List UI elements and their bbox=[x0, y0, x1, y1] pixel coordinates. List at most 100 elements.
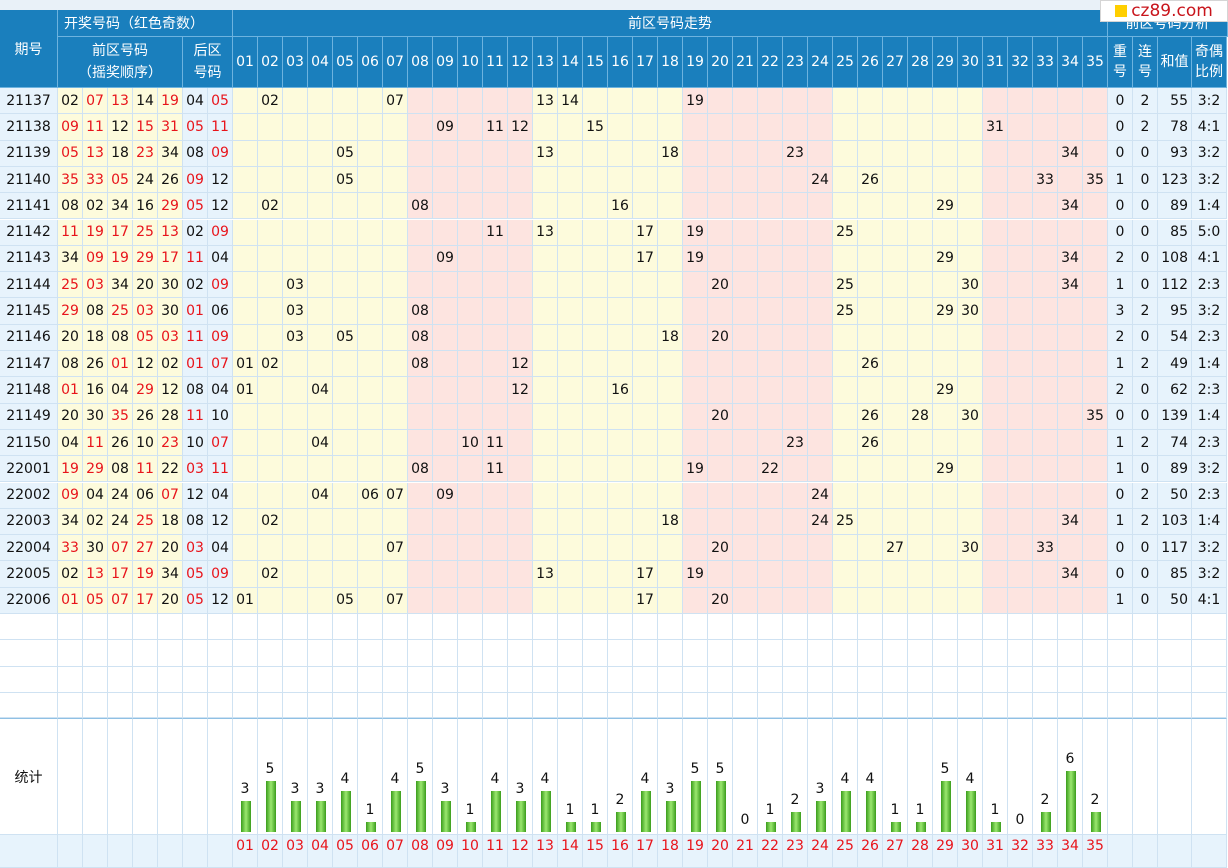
front-number-cell: 13 bbox=[83, 140, 108, 167]
trend-cell bbox=[1033, 482, 1058, 509]
footer-cell bbox=[1192, 835, 1227, 868]
trend-cell bbox=[633, 456, 658, 483]
trend-column-header: 33 bbox=[1033, 37, 1058, 88]
sum-cell: 49 bbox=[1158, 351, 1192, 378]
empty-cell bbox=[133, 692, 158, 718]
trend-hit-cell: 04 bbox=[308, 377, 333, 404]
empty-cell bbox=[583, 666, 608, 693]
trend-cell bbox=[308, 403, 333, 430]
trend-hit-cell: 08 bbox=[408, 324, 433, 351]
trend-cell bbox=[783, 535, 808, 562]
period-cell: 22002 bbox=[0, 482, 58, 509]
trend-cell bbox=[683, 377, 708, 404]
empty-cell bbox=[633, 640, 658, 667]
empty-cell bbox=[758, 640, 783, 667]
trend-hit-cell: 07 bbox=[383, 535, 408, 562]
frequency-bar bbox=[966, 791, 976, 832]
trend-cell bbox=[333, 482, 358, 509]
trend-column-header: 05 bbox=[333, 37, 358, 88]
empty-cell bbox=[933, 640, 958, 667]
trend-column-header: 09 bbox=[433, 37, 458, 88]
trend-cell bbox=[683, 166, 708, 194]
back-number-cell: 09 bbox=[208, 272, 233, 299]
footer-number-label: 18 bbox=[658, 835, 683, 868]
trend-hit-cell: 34 bbox=[1058, 245, 1083, 273]
trend-cell bbox=[408, 245, 433, 273]
trend-cell bbox=[833, 245, 858, 273]
trend-cell bbox=[258, 377, 283, 404]
repeat-cell: 1 bbox=[1108, 166, 1133, 194]
empty-cell bbox=[1108, 692, 1133, 718]
trend-cell bbox=[383, 140, 408, 167]
empty-cell bbox=[608, 666, 633, 693]
trend-cell bbox=[433, 88, 458, 115]
trend-cell bbox=[583, 482, 608, 509]
trend-cell bbox=[1058, 324, 1083, 351]
trend-cell bbox=[233, 140, 258, 167]
trend-cell bbox=[858, 324, 883, 351]
trend-cell bbox=[233, 535, 258, 562]
empty-cell bbox=[558, 614, 583, 641]
trend-hit-cell: 29 bbox=[933, 245, 958, 273]
trend-cell bbox=[733, 298, 758, 325]
empty-cell bbox=[433, 666, 458, 693]
trend-cell bbox=[658, 429, 683, 457]
empty-cell bbox=[408, 692, 433, 718]
trend-cell bbox=[608, 429, 633, 457]
trend-cell bbox=[233, 403, 258, 430]
front-number-cell: 02 bbox=[158, 351, 183, 378]
trend-cell bbox=[783, 482, 808, 509]
trend-cell bbox=[558, 166, 583, 194]
watermark[interactable]: cz89.com bbox=[1100, 0, 1228, 22]
frequency-value-label: 1 bbox=[765, 801, 775, 818]
back-number-cell: 05 bbox=[183, 114, 208, 141]
empty-cell bbox=[508, 666, 533, 693]
trend-cell bbox=[858, 561, 883, 588]
front-label-line1: 前区号码 bbox=[92, 43, 148, 59]
trend-cell bbox=[858, 298, 883, 325]
empty-cell bbox=[183, 666, 208, 693]
trend-hit-cell: 08 bbox=[408, 193, 433, 220]
trend-hit-cell: 31 bbox=[983, 114, 1008, 141]
trend-cell bbox=[608, 482, 633, 509]
empty-cell bbox=[783, 666, 808, 693]
trend-cell bbox=[308, 193, 333, 220]
trend-cell bbox=[858, 456, 883, 483]
trend-cell bbox=[233, 508, 258, 536]
front-number-cell: 26 bbox=[133, 403, 158, 430]
trend-cell bbox=[833, 193, 858, 220]
trend-cell bbox=[833, 114, 858, 141]
trend-cell bbox=[933, 324, 958, 351]
frequency-value-label: 5 bbox=[940, 761, 950, 777]
trend-cell bbox=[858, 377, 883, 404]
trend-cell bbox=[433, 508, 458, 536]
trend-cell bbox=[458, 561, 483, 588]
trend-cell bbox=[508, 535, 533, 562]
trend-cell bbox=[408, 587, 433, 614]
repeat-cell: 1 bbox=[1108, 429, 1133, 457]
trend-cell bbox=[658, 535, 683, 562]
stats-column bbox=[658, 718, 683, 835]
trend-cell bbox=[908, 166, 933, 194]
front-number-cell: 06 bbox=[133, 482, 158, 509]
trend-hit-cell: 11 bbox=[483, 429, 508, 457]
trend-cell bbox=[283, 456, 308, 483]
empty-cell bbox=[233, 614, 258, 641]
trend-hit-cell: 01 bbox=[233, 377, 258, 404]
trend-cell bbox=[908, 140, 933, 167]
front-number-cell: 24 bbox=[133, 166, 158, 194]
trend-cell bbox=[883, 166, 908, 194]
draw-numbers-header: 开奖号码（红色奇数） bbox=[58, 10, 233, 37]
frequency-value-label: 1 bbox=[590, 801, 600, 818]
back-number-cell: 11 bbox=[183, 324, 208, 351]
trend-cell bbox=[633, 351, 658, 378]
trend-cell bbox=[233, 561, 258, 588]
repeat-cell: 1 bbox=[1108, 351, 1133, 378]
footer-number-label: 01 bbox=[233, 835, 258, 868]
trend-hit-cell: 34 bbox=[1058, 272, 1083, 299]
trend-cell bbox=[733, 561, 758, 588]
trend-column-header: 30 bbox=[958, 37, 983, 88]
front-number-cell: 34 bbox=[58, 508, 83, 536]
repeat-cell: 0 bbox=[1108, 219, 1133, 246]
trend-column-header: 06 bbox=[358, 37, 383, 88]
